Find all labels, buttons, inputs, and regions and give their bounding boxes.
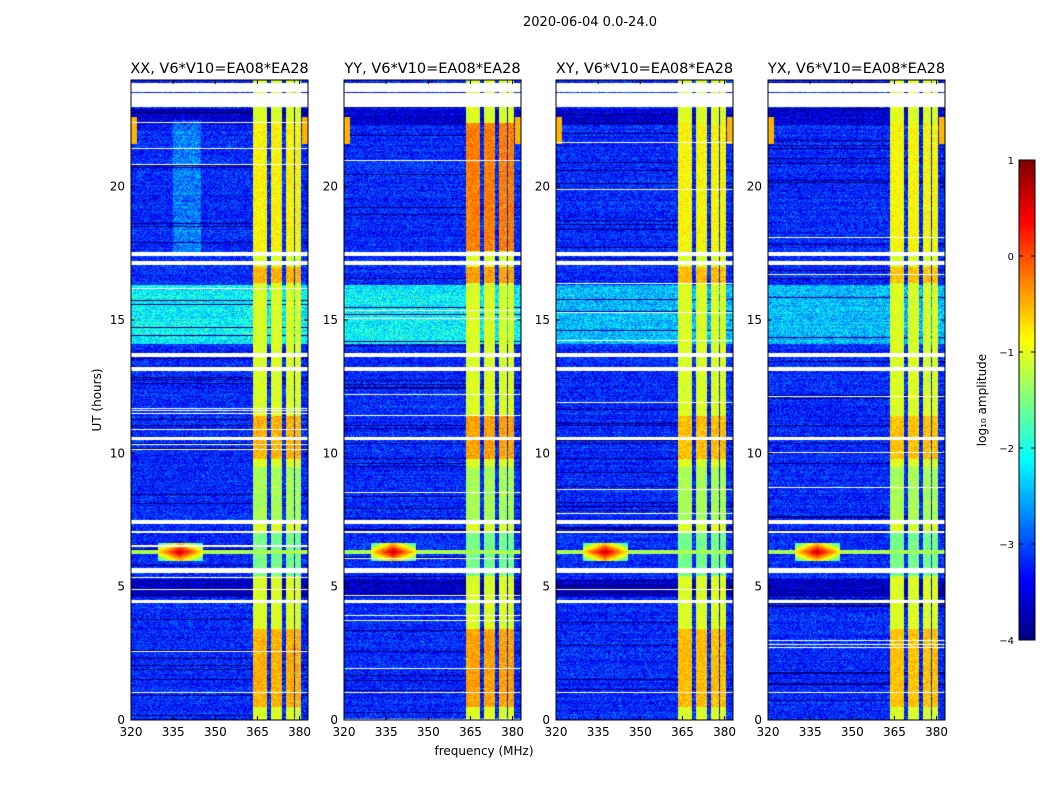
colorbar: −4 −3 −2 −1 0 1 log₁₀ amplitude [975, 156, 1036, 647]
y-axis-label: UT (hours) [90, 368, 104, 431]
y-tick-label: 15 [110, 313, 125, 327]
y-tick-label: 10 [535, 446, 550, 460]
x-tick-label: 380 [713, 725, 736, 739]
x-tick-label: 320 [545, 725, 568, 739]
x-tick-label: 365 [671, 725, 694, 739]
figure-suptitle: 2020-06-04 0.0-24.0 [523, 15, 657, 30]
x-tick-label: 320 [333, 725, 356, 739]
colorbar-tick-label: −4 [999, 636, 1014, 647]
y-tick-label: 0 [754, 713, 762, 727]
x-tick-label: 335 [799, 725, 822, 739]
x-tick-label: 335 [375, 725, 398, 739]
panel-title: YY, V6*V10=EA08*EA28 [343, 61, 520, 77]
x-tick-label: 380 [501, 725, 524, 739]
plot-frame [343, 79, 522, 721]
waterfall-image [344, 80, 521, 720]
panel-3: XY, V6*V10=EA08*EA28 320 335 350 365 380 0 5 10 1… [535, 61, 736, 739]
colorbar-tick-label: 1 [1008, 156, 1014, 167]
plot-frame [555, 79, 734, 721]
x-tick-label: 365 [883, 725, 906, 739]
waterfall-image [131, 80, 308, 720]
panel-1: XX, V6*V10=EA08*EA28 320 335 350 365 380 0 5 10 1… [110, 61, 311, 739]
x-tick-label: 350 [204, 725, 227, 739]
y-tick-label: 10 [110, 446, 125, 460]
panel-title: XX, V6*V10=EA08*EA28 [130, 61, 308, 77]
x-tick-label: 320 [757, 725, 780, 739]
y-tick-label: 20 [110, 180, 125, 194]
colorbar-tick-label: −1 [999, 348, 1014, 359]
y-tick-label: 5 [117, 580, 125, 594]
y-tick-label: 20 [323, 180, 338, 194]
y-tick-label: 0 [542, 713, 550, 727]
colorbar-tick-label: 0 [1008, 252, 1014, 263]
y-tick-label: 15 [535, 313, 550, 327]
y-tick-label: 0 [117, 713, 125, 727]
panel-2: YY, V6*V10=EA08*EA28 320 335 350 365 380 0 5 10 1… [323, 61, 524, 739]
colorbar-label: log₁₀ amplitude [975, 354, 989, 446]
x-tick-label: 350 [629, 725, 652, 739]
waterfall-image [556, 80, 733, 720]
x-axis-label: frequency (MHz) [434, 744, 533, 758]
x-tick-label: 320 [120, 725, 143, 739]
panel-4: YX, V6*V10=EA08*EA28 320 335 350 365 380 0 5 10 1… [747, 61, 948, 739]
y-tick-label: 0 [330, 713, 338, 727]
y-tick-label: 10 [323, 446, 338, 460]
y-tick-label: 15 [323, 313, 338, 327]
y-tick-label: 5 [542, 580, 550, 594]
plot-frame [130, 79, 309, 721]
x-tick-label: 380 [925, 725, 948, 739]
x-tick-label: 365 [246, 725, 269, 739]
waterfall-image [768, 80, 945, 720]
x-tick-label: 350 [841, 725, 864, 739]
plot-frame [767, 79, 946, 721]
colorbar-tick-label: −3 [999, 540, 1014, 551]
y-tick-label: 20 [535, 180, 550, 194]
x-tick-label: 380 [288, 725, 311, 739]
colorbar-tick-label: −2 [999, 444, 1014, 455]
colorbar-gradient [1019, 160, 1035, 640]
x-tick-label: 335 [587, 725, 610, 739]
y-tick-label: 20 [747, 180, 762, 194]
y-tick-label: 10 [747, 446, 762, 460]
x-tick-label: 335 [162, 725, 185, 739]
colorbar-frame [1018, 159, 1036, 641]
x-tick-label: 365 [459, 725, 482, 739]
y-tick-label: 5 [754, 580, 762, 594]
y-tick-label: 5 [330, 580, 338, 594]
panel-title: XY, V6*V10=EA08*EA28 [556, 61, 733, 77]
y-tick-label: 15 [747, 313, 762, 327]
panel-title: YX, V6*V10=EA08*EA28 [767, 61, 945, 77]
x-tick-label: 350 [417, 725, 440, 739]
